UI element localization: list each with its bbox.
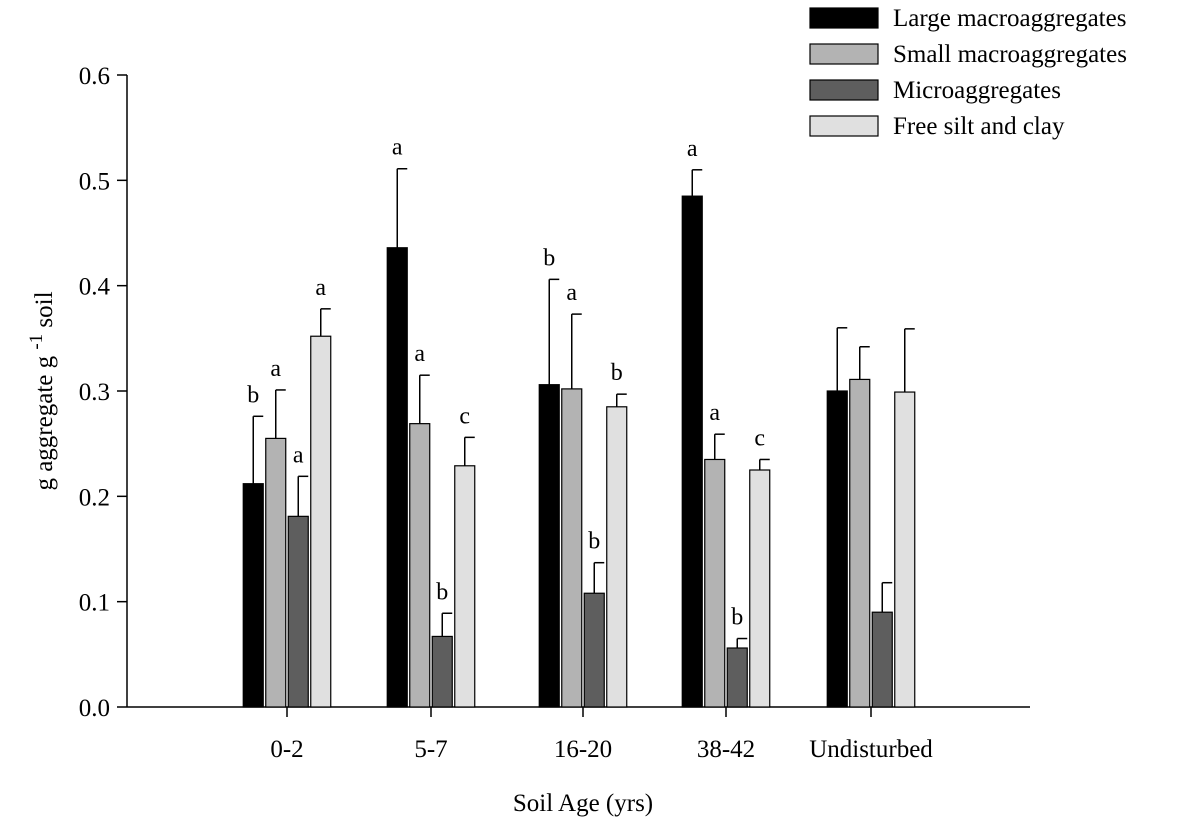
significance-letter: a bbox=[709, 400, 720, 426]
x-tick-label: Undisturbed bbox=[809, 736, 933, 763]
legend: Large macroaggregates Small macroaggregat… bbox=[809, 5, 1127, 140]
bar bbox=[409, 423, 431, 708]
significance-letter: b bbox=[588, 529, 600, 555]
significance-letter: b bbox=[436, 579, 448, 605]
significance-letter: a bbox=[293, 442, 304, 468]
bars bbox=[242, 195, 916, 708]
significance-letter: b bbox=[543, 245, 555, 271]
legend-swatch bbox=[809, 115, 879, 137]
significance-letter: a bbox=[414, 341, 425, 367]
significance-letter: c bbox=[754, 425, 765, 451]
bar bbox=[561, 388, 583, 708]
x-axis-title: Soil Age (yrs) bbox=[513, 790, 653, 817]
bar bbox=[704, 458, 726, 708]
y-tick-label: 0.5 bbox=[79, 168, 110, 195]
significance-letter: a bbox=[566, 280, 577, 306]
bar bbox=[431, 635, 453, 708]
legend-label: Free silt and clay bbox=[893, 113, 1065, 140]
significance-letter: a bbox=[270, 356, 281, 382]
significance-letter: b bbox=[611, 360, 623, 386]
bar bbox=[242, 483, 264, 708]
x-tick-label: 5-7 bbox=[414, 736, 447, 763]
bar bbox=[583, 592, 605, 708]
y-tick-label: 0.0 bbox=[79, 695, 110, 722]
significance-letter: b bbox=[247, 382, 259, 408]
error-bars bbox=[252, 167, 915, 649]
bar bbox=[726, 647, 748, 708]
bar bbox=[310, 335, 332, 708]
bar bbox=[606, 406, 628, 708]
bar bbox=[287, 515, 309, 708]
bar bbox=[749, 469, 771, 708]
y-tick-label: 0.4 bbox=[79, 274, 111, 301]
bar bbox=[849, 378, 871, 708]
y-tick-label: 0.2 bbox=[79, 484, 110, 511]
bar bbox=[894, 391, 916, 708]
legend-swatch bbox=[809, 79, 879, 101]
x-tick-label: 16-20 bbox=[554, 736, 612, 763]
bar bbox=[538, 384, 560, 708]
x-tick-label: 0-2 bbox=[270, 736, 303, 763]
y-axis-title: g aggregate g -1 soil bbox=[26, 291, 58, 490]
significance-letter: c bbox=[459, 403, 470, 429]
y-tick-label: 0.3 bbox=[79, 379, 110, 406]
bar bbox=[386, 247, 408, 708]
axes: 0.0 0.1 0.2 0.3 0.4 0.5 0.6 0-2 5-7 16-20 38-42 Und… bbox=[79, 63, 1030, 763]
legend-swatch bbox=[809, 43, 879, 65]
bar bbox=[826, 390, 848, 708]
legend-label: Small macroaggregates bbox=[893, 41, 1127, 68]
y-tick-label: 0.1 bbox=[79, 590, 110, 617]
legend-label: Large macroaggregates bbox=[893, 5, 1126, 32]
bar bbox=[454, 465, 476, 708]
x-tick-label: 38-42 bbox=[697, 736, 755, 763]
bar bbox=[871, 611, 893, 708]
bar bbox=[681, 195, 703, 708]
legend-swatch bbox=[809, 7, 879, 29]
bar bbox=[265, 437, 287, 708]
significance-letter: a bbox=[392, 135, 403, 161]
legend-label: Microaggregates bbox=[893, 77, 1061, 104]
significance-letter: a bbox=[687, 136, 698, 162]
y-tick-label: 0.6 bbox=[79, 63, 110, 90]
significance-letter: b bbox=[731, 605, 743, 631]
significance-letter: a bbox=[315, 275, 326, 301]
